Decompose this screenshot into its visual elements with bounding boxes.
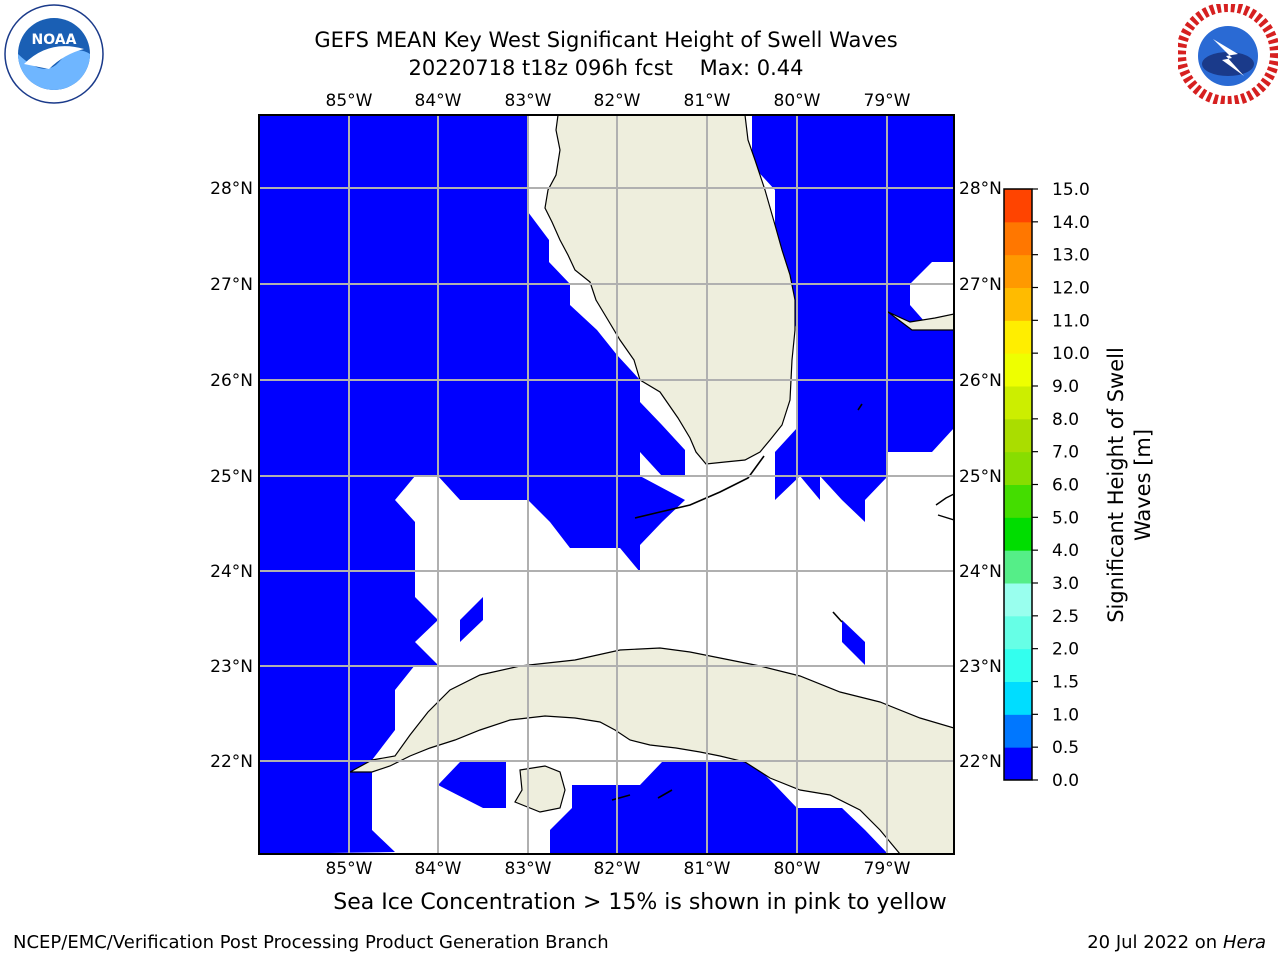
- lon-label-top: 84°W: [415, 91, 462, 111]
- colorbar-segment: [1004, 484, 1032, 518]
- colorbar-tick-label: 4.0: [1052, 541, 1079, 561]
- lon-labels-bottom: 85°W 84°W 83°W 82°W 81°W 80°W 79°W: [326, 859, 911, 879]
- bahamas-andros: [935, 493, 954, 521]
- colorbar-tick-label: 3.0: [1052, 574, 1079, 594]
- colorbar-segment: [1004, 550, 1032, 584]
- map-title-line2: 20220718 t18z 096h fcst Max: 0.44: [408, 56, 804, 80]
- lon-label-top: 81°W: [684, 91, 731, 111]
- footer-host: Hera: [1222, 932, 1266, 953]
- lat-label-right: 25°N: [959, 467, 1002, 487]
- lon-label-bottom: 85°W: [326, 859, 373, 879]
- footer-credit: NCEP/EMC/Verification Post Processing Pr…: [13, 932, 609, 953]
- colorbar-label-line1: Significant Height of Swell: [1104, 347, 1128, 623]
- swell-field-small1: [438, 597, 483, 642]
- colorbar-segment: [1004, 221, 1032, 256]
- lat-label-right: 28°N: [959, 179, 1002, 199]
- swell-field-south: [438, 762, 506, 808]
- colorbar-tick-label: 2.0: [1052, 640, 1079, 660]
- lon-label-bottom: 79°W: [864, 859, 911, 879]
- lat-label-left: 26°N: [210, 371, 253, 391]
- florida-landmass: [544, 115, 796, 465]
- colorbar-tick-label: 7.0: [1052, 443, 1079, 463]
- swell-field-atlantic: [752, 115, 954, 522]
- colorbar-segment: [1004, 320, 1032, 354]
- noaa-logo-text: NOAA: [32, 32, 77, 48]
- colorbar-tick-label: 14.0: [1052, 213, 1090, 233]
- lon-label-top: 83°W: [505, 91, 552, 111]
- colorbar-tick-label: 9.0: [1052, 377, 1079, 397]
- lon-label-bottom: 83°W: [505, 859, 552, 879]
- lat-label-left: 28°N: [210, 179, 253, 199]
- map-area: [259, 115, 954, 854]
- lon-label-bottom: 80°W: [774, 859, 821, 879]
- colorbar-tick-label: 0.5: [1052, 738, 1079, 758]
- lon-labels-top: 85°W 84°W 83°W 82°W 81°W 80°W 79°W: [326, 91, 911, 111]
- map-frame: [258, 114, 955, 855]
- footer-date: 20 Jul 2022 on Hera: [1087, 932, 1266, 954]
- map-title-line1: GEFS MEAN Key West Significant Height of…: [314, 28, 898, 52]
- colorbar-tick-label: 1.0: [1052, 705, 1079, 725]
- colorbar-segment: [1004, 189, 1032, 223]
- isle-of-youth: [514, 765, 566, 813]
- lon-label-bottom: 84°W: [415, 859, 462, 879]
- lat-label-left: 25°N: [210, 467, 253, 487]
- colorbar-segment: [1004, 747, 1032, 781]
- swell-field-small2: [842, 620, 865, 665]
- colorbar-segment: [1004, 287, 1032, 321]
- lat-label-right: 23°N: [959, 657, 1002, 677]
- lat-label-right: 27°N: [959, 275, 1002, 295]
- lon-label-top: 85°W: [326, 91, 373, 111]
- colorbar-label-line2: Waves [m]: [1131, 429, 1155, 541]
- colorbar-segment: [1004, 648, 1032, 682]
- colorbar-segment: [1004, 583, 1032, 617]
- colorbar-tick-label: 6.0: [1052, 476, 1079, 496]
- bahamas-coast: [887, 311, 954, 331]
- lat-label-right: 26°N: [959, 371, 1002, 391]
- colorbar: 0.0 0.5 1.0 1.5 2.0 2.5 3.0 4.0 5.0 6.0 7.0 8.0 9.0 1…: [1003, 180, 1090, 791]
- colorbar-tick-label: 0.0: [1052, 771, 1079, 791]
- lat-label-left: 22°N: [210, 752, 253, 772]
- lon-label-top: 79°W: [864, 91, 911, 111]
- lat-labels-right: 28°N 27°N 26°N 25°N 24°N 23°N 22°N: [959, 179, 1002, 772]
- colorbar-tick-label: 2.5: [1052, 607, 1079, 627]
- colorbar-tick-label: 10.0: [1052, 344, 1090, 364]
- colorbar-tick-label: 15.0: [1052, 180, 1090, 200]
- footer-date-text: 20 Jul 2022 on: [1087, 932, 1223, 953]
- colorbar-segment: [1004, 353, 1032, 387]
- lat-label-right: 22°N: [959, 752, 1002, 772]
- colorbar-segment: [1004, 451, 1032, 485]
- island-stroke-1: [832, 403, 863, 623]
- colorbar-tick-label: 12.0: [1052, 279, 1090, 299]
- lat-label-left: 23°N: [210, 657, 253, 677]
- lon-label-bottom: 82°W: [594, 859, 641, 879]
- swell-field-gulf: [259, 115, 685, 854]
- colorbar-tick-label: 5.0: [1052, 508, 1079, 528]
- lat-label-right: 24°N: [959, 562, 1002, 582]
- map-gridlines: [259, 115, 954, 854]
- lon-label-top: 82°W: [594, 91, 641, 111]
- lat-label-left: 27°N: [210, 275, 253, 295]
- noaa-logo: NOAA: [4, 4, 104, 104]
- lat-label-left: 24°N: [210, 562, 253, 582]
- colorbar-tick-label: 13.0: [1052, 246, 1090, 266]
- colorbar-segment: [1004, 681, 1032, 715]
- colorbar-tick-label: 1.5: [1052, 673, 1079, 693]
- sea-ice-note: Sea Ice Concentration > 15% is shown in …: [333, 890, 947, 915]
- colorbar-segment: [1004, 418, 1032, 453]
- colorbar-segment: [1004, 386, 1032, 420]
- colorbar-segment: [1004, 254, 1032, 288]
- colorbar-tick-label: 11.0: [1052, 311, 1090, 331]
- florida-keys: [634, 455, 765, 519]
- colorbar-tick-label: 8.0: [1052, 410, 1079, 430]
- lat-labels-left: 28°N 27°N 26°N 25°N 24°N 23°N 22°N: [210, 179, 253, 772]
- lon-label-top: 80°W: [774, 91, 821, 111]
- island-stroke-2: [611, 789, 673, 801]
- colorbar-segment: [1004, 615, 1032, 650]
- nws-logo: [1178, 4, 1278, 104]
- colorbar-segment: [1004, 714, 1032, 748]
- lon-label-bottom: 81°W: [684, 859, 731, 879]
- colorbar-segment: [1004, 517, 1032, 551]
- swell-field-caribbean: [550, 762, 888, 854]
